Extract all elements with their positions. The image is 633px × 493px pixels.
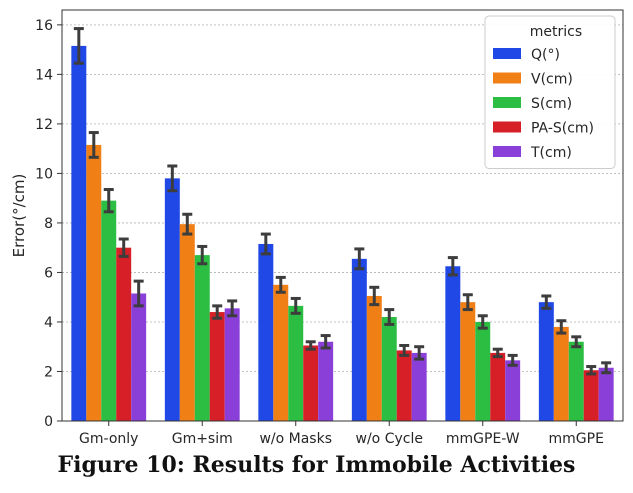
bar xyxy=(396,350,412,421)
legend: metrics Q(°) V(cm) S(cm) PA-S(cm) T(cm) xyxy=(484,15,616,169)
y-axis-label: Error(°/cm) xyxy=(10,174,28,258)
error-bar xyxy=(384,308,395,326)
error-bar xyxy=(447,256,458,277)
error-bar xyxy=(227,299,238,318)
legend-label: V(cm) xyxy=(531,72,573,88)
error-bar xyxy=(133,279,144,308)
bar xyxy=(553,326,569,421)
y-tick-label: 14 xyxy=(35,67,53,83)
bar xyxy=(490,352,506,421)
error-bar xyxy=(414,345,425,361)
error-bar xyxy=(462,293,473,312)
bar xyxy=(273,284,289,421)
legend-label: T(cm) xyxy=(530,145,572,161)
bar xyxy=(71,45,87,421)
error-bar xyxy=(182,212,193,236)
error-bar xyxy=(369,285,380,307)
x-tick-label: Gm+sim xyxy=(172,431,233,447)
legend-label: S(cm) xyxy=(531,96,572,112)
bar xyxy=(258,243,274,421)
y-tick-label: 2 xyxy=(44,364,53,380)
error-bar xyxy=(556,319,567,335)
bar-chart: 0 2 4 6 8 10 12 14 16 Gm-only Gm+sim w/o Masks w/o … xyxy=(10,9,624,447)
legend-swatch xyxy=(493,48,521,59)
bar xyxy=(116,247,132,421)
y-tick-label: 0 xyxy=(44,414,53,430)
bar xyxy=(288,305,304,421)
grid-lines xyxy=(62,24,623,422)
x-tick-label: mmGPE xyxy=(549,431,604,447)
error-bar xyxy=(118,237,129,258)
bar xyxy=(445,266,461,421)
bar xyxy=(179,224,195,421)
error-bar xyxy=(73,27,84,65)
bar xyxy=(224,308,240,421)
error-bar xyxy=(88,131,99,159)
legend-swatch xyxy=(493,146,521,157)
x-tick-label: mmGPE-W xyxy=(446,431,520,447)
y-tick-label: 16 xyxy=(35,18,53,34)
error-bar xyxy=(167,164,178,193)
error-bar xyxy=(399,343,410,357)
legend-swatch xyxy=(493,121,521,133)
error-bar xyxy=(290,296,301,315)
x-tick-label: w/o Masks xyxy=(259,431,332,447)
error-bar xyxy=(320,334,331,350)
error-bar xyxy=(601,361,612,375)
x-tick-label: w/o Cycle xyxy=(356,431,423,447)
bar xyxy=(366,295,382,421)
error-bar xyxy=(586,365,597,376)
y-tick-label: 10 xyxy=(35,166,53,182)
bar xyxy=(568,341,584,421)
error-bar xyxy=(477,314,488,330)
error-bar xyxy=(275,275,286,294)
bar xyxy=(101,200,117,421)
y-tick-label: 8 xyxy=(44,216,53,232)
bar xyxy=(598,367,614,421)
legend-title: metrics xyxy=(530,24,582,40)
legend-label: Q(°) xyxy=(531,47,560,63)
bar xyxy=(460,302,476,421)
bar xyxy=(411,352,427,421)
x-axis: Gm-only Gm+sim w/o Masks w/o Cycle mmGPE-W mm… xyxy=(79,421,604,447)
legend-swatch xyxy=(493,97,521,108)
error-bars xyxy=(73,27,612,376)
y-axis: 0 2 4 6 8 10 12 14 16 xyxy=(35,18,62,430)
bar xyxy=(303,345,319,421)
y-tick-label: 4 xyxy=(44,315,53,331)
y-tick-label: 12 xyxy=(35,117,53,133)
bar xyxy=(505,360,521,421)
error-bar xyxy=(492,347,503,359)
legend-label: PA-S(cm) xyxy=(531,121,594,137)
bar xyxy=(381,317,397,421)
error-bar xyxy=(197,244,208,266)
figure-caption: Figure 10: Results for Immobile Activiti… xyxy=(57,452,576,478)
bar xyxy=(86,144,102,421)
plot-frame xyxy=(61,9,624,422)
bar xyxy=(583,370,599,421)
error-bar xyxy=(305,340,316,351)
bar xyxy=(318,341,334,421)
error-bar xyxy=(354,247,365,271)
error-bar xyxy=(212,304,223,320)
error-bar xyxy=(507,353,518,367)
bars xyxy=(71,45,614,421)
error-bar xyxy=(541,294,552,310)
bar xyxy=(131,293,147,421)
error-bar xyxy=(103,188,114,214)
bar xyxy=(194,255,210,421)
error-bar xyxy=(571,335,582,349)
bar xyxy=(475,321,491,421)
error-bar xyxy=(260,232,271,256)
x-tick-label: Gm-only xyxy=(79,431,138,447)
bar xyxy=(209,312,225,421)
legend-swatch xyxy=(493,72,521,84)
y-tick-label: 6 xyxy=(44,265,53,281)
bar xyxy=(164,178,180,421)
bar xyxy=(538,302,554,421)
bar xyxy=(351,258,367,421)
